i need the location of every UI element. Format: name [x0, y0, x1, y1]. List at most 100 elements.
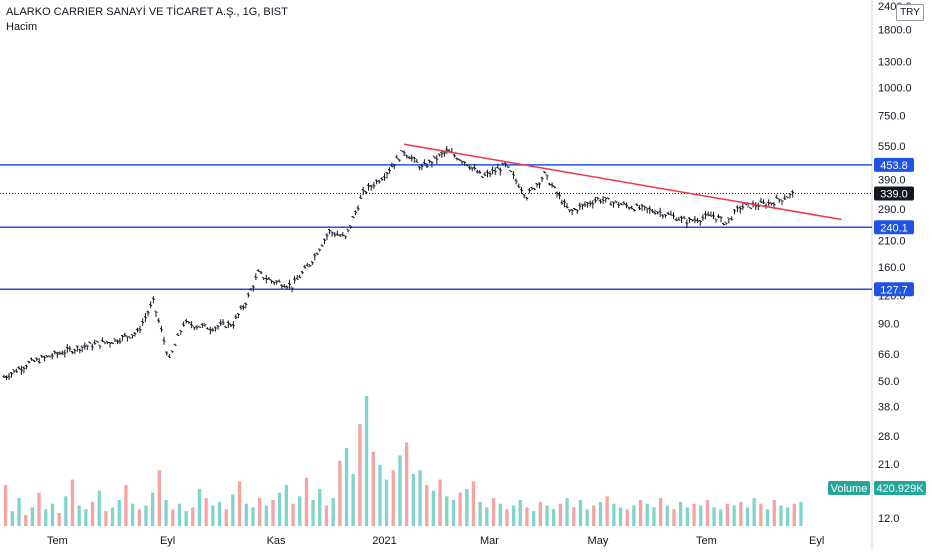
volume-bar: [405, 442, 409, 526]
volume-bar: [351, 474, 355, 526]
y-tick-label: 12.0: [878, 513, 899, 525]
volume-bar: [525, 507, 529, 526]
volume-bar: [645, 503, 649, 526]
volume-bar: [538, 501, 542, 526]
level-badge: [874, 157, 914, 172]
volume-bar: [532, 511, 536, 526]
volume-bar: [110, 507, 115, 526]
volume-bar: [124, 485, 128, 526]
volume-bar: [244, 503, 248, 526]
volume-bar: [84, 509, 88, 526]
volume-bar: [471, 481, 476, 526]
level-badge-label: 453.8: [880, 160, 908, 172]
volume-bar: [465, 488, 469, 526]
y-tick-label: 28.0: [878, 431, 899, 443]
currency-selector[interactable]: TRY: [896, 4, 924, 21]
volume-bar: [451, 500, 456, 526]
volume-bar: [378, 464, 382, 526]
trend-line-group: [403, 143, 842, 221]
price-bars: [2, 146, 795, 380]
trend-line: [403, 143, 842, 221]
y-tick-label: 1800.0: [878, 25, 912, 37]
x-tick-label: 2021: [372, 535, 396, 547]
volume-bar: [197, 488, 202, 526]
volume-bar: [505, 509, 509, 526]
volume-bar: [97, 490, 101, 526]
volume-bar: [659, 498, 663, 526]
volume-bar: [511, 505, 516, 526]
volume-bar: [518, 500, 522, 526]
volume-bar: [304, 477, 309, 526]
volume-bar: [338, 461, 342, 526]
price-badges: 453.8 240.1 127.7 339.0 Volume 420.929K: [828, 157, 926, 495]
volume-bar: [779, 505, 783, 526]
volume-bar: [44, 509, 48, 526]
volume-bar: [438, 479, 442, 526]
x-tick-label: Kas: [267, 535, 286, 547]
volume-bar: [699, 505, 703, 526]
volume-bar: [271, 500, 275, 526]
volume-bar: [204, 498, 208, 526]
volume-bar: [745, 507, 750, 526]
volume-bar: [324, 505, 329, 526]
volume-bar: [264, 505, 268, 526]
volume-bar: [104, 511, 108, 526]
volume-bar: [251, 507, 255, 526]
volume-value-badge: [874, 481, 926, 495]
volume-bars: [4, 396, 803, 526]
volume-bar: [391, 470, 395, 526]
volume-bar: [191, 507, 195, 526]
y-tick-label: 1000.0: [878, 82, 912, 94]
volume-bar: [331, 498, 335, 526]
volume-bar: [184, 511, 188, 526]
y-tick-label: 210.0: [878, 235, 906, 247]
volume-bar: [171, 509, 175, 526]
volume-bar: [431, 490, 435, 526]
volume-bar: [565, 498, 569, 526]
volume-bar: [638, 500, 643, 526]
level-badge: [874, 220, 914, 235]
volume-bar: [24, 514, 28, 526]
volume-bar: [585, 509, 589, 526]
volume-name-label: Volume: [831, 483, 868, 495]
volume-bar: [364, 396, 369, 526]
y-tick-label: 160.0: [878, 262, 906, 274]
volume-bar: [692, 503, 696, 526]
y-tick-label: 38.0: [878, 402, 899, 414]
volume-bar: [572, 507, 576, 526]
y-tick-label: 550.0: [878, 141, 906, 153]
volume-bar: [679, 501, 683, 526]
volume-bar: [117, 500, 121, 526]
volume-bar: [478, 501, 482, 526]
volume-bar: [211, 505, 215, 526]
volume-bar: [144, 505, 148, 526]
x-tick-label: May: [588, 535, 609, 547]
volume-bar: [612, 503, 616, 526]
volume-bar: [592, 505, 596, 526]
volume-bar: [217, 501, 222, 526]
x-tick-label: Eyl: [160, 535, 175, 547]
volume-bar: [632, 505, 636, 526]
volume-bar: [157, 470, 161, 526]
volume-bar: [298, 496, 302, 526]
volume-bar: [705, 500, 710, 526]
volume-bar: [665, 505, 669, 526]
volume-bar: [725, 503, 730, 526]
last-price-badge: [874, 186, 914, 201]
volume-bar: [64, 496, 68, 526]
x-tick-label: Eyl: [809, 535, 824, 547]
volume-bar: [384, 479, 389, 526]
level-badge-label: 127.7: [880, 284, 908, 296]
volume-bar: [498, 503, 502, 526]
volume-bar: [445, 496, 449, 526]
level-badge-label: 240.1: [880, 222, 908, 234]
volume-bar: [759, 503, 763, 526]
volume-bar: [552, 509, 556, 526]
volume-bar: [799, 501, 803, 526]
volume-bar: [411, 474, 415, 526]
volume-bar: [17, 498, 21, 526]
volume-bar: [418, 470, 422, 526]
volume-bar: [291, 503, 295, 526]
volume-bar: [50, 503, 55, 526]
